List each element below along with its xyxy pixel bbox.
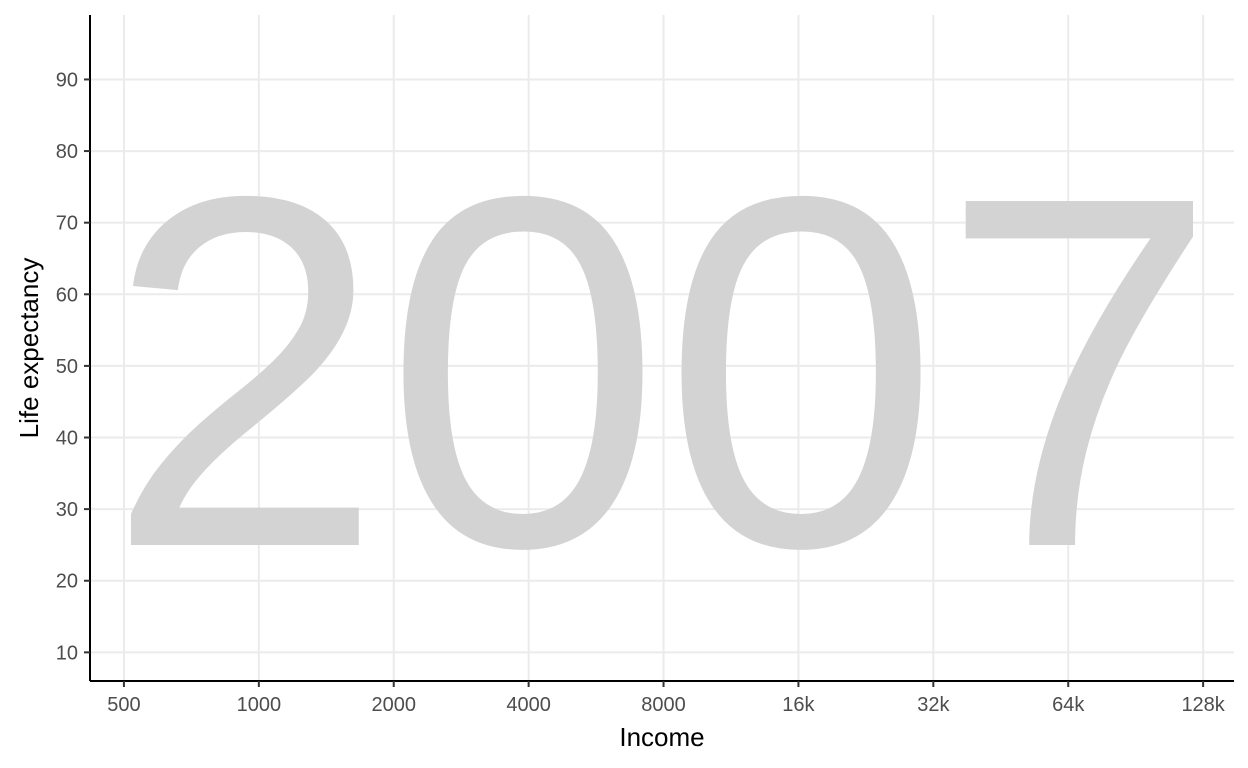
x-axis-title: Income [619,722,704,752]
x-tick-label-7: 64k [1052,694,1085,716]
x-tick-label-2: 2000 [371,694,416,716]
y-axis-title: Life expectancy [14,258,44,439]
y-tick-label-0: 10 [56,642,78,664]
x-tick-label-8: 128k [1181,694,1225,716]
y-tick-label-4: 50 [56,356,78,378]
x-tick-label-0: 500 [107,694,140,716]
axis-layer: 500 1000 2000 4000 8000 16k 32k 64k 128k 10 20 30 40… [56,15,1234,716]
grid-layer [90,15,1234,681]
y-tick-label-8: 90 [56,69,78,91]
y-tick-label-5: 60 [56,284,78,306]
y-tick-label-7: 80 [56,141,78,163]
year-watermark: 2007 [106,92,1218,651]
x-tick-label-6: 32k [917,694,950,716]
y-tick-label-1: 20 [56,571,78,593]
x-tick-label-3: 4000 [506,694,551,716]
y-tick-label-2: 30 [56,499,78,521]
x-tick-label-1: 1000 [237,694,282,716]
x-tick-label-5: 16k [782,694,815,716]
y-tick-label-3: 40 [56,428,78,450]
y-tick-label-6: 70 [56,213,78,235]
x-tick-label-4: 8000 [641,694,686,716]
